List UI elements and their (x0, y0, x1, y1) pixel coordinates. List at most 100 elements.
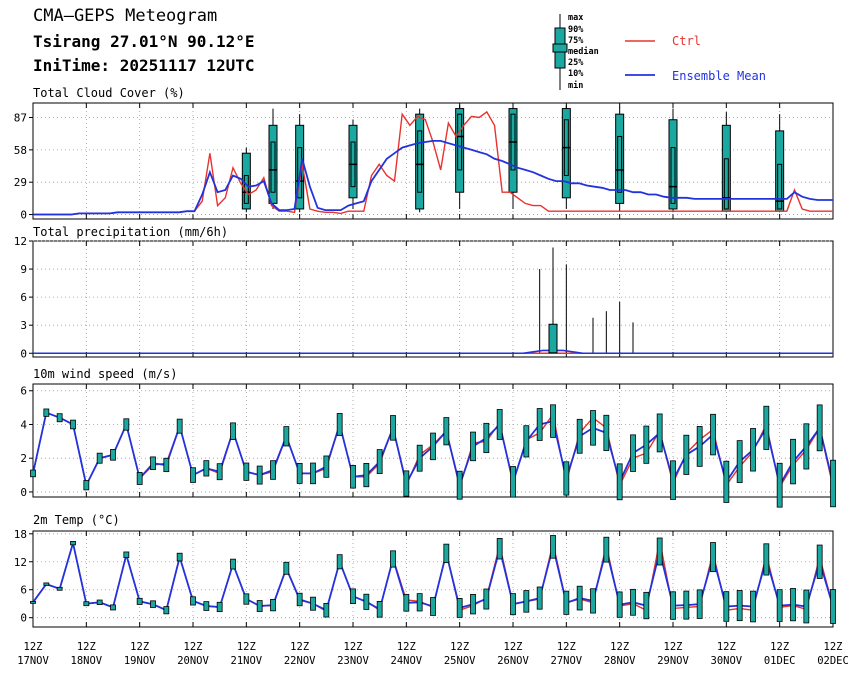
box-body (816, 544, 823, 579)
box-body (496, 538, 503, 560)
box-body (656, 537, 663, 566)
box-body (243, 593, 250, 605)
box-body (96, 599, 103, 605)
box-body (576, 418, 583, 454)
box-inner (777, 163, 783, 210)
box-body (83, 601, 90, 607)
box-body (776, 462, 783, 508)
box-body (750, 590, 756, 623)
x-tick-label: 25NOV (444, 655, 476, 667)
box-inner (270, 141, 276, 193)
box-body (536, 408, 543, 441)
box-body (216, 463, 223, 481)
box-body (750, 428, 756, 472)
box-body (510, 593, 516, 616)
box-body (510, 466, 516, 498)
box-body (336, 413, 343, 436)
box-body (403, 470, 410, 497)
x-tick-label: 12Z (557, 641, 576, 653)
box-body (656, 413, 663, 453)
box-body (323, 603, 330, 618)
box-body (136, 597, 143, 605)
box-body (483, 422, 490, 454)
box-body (630, 588, 636, 616)
box-body (43, 582, 50, 586)
y-tick-label: 12 (14, 556, 27, 569)
x-tick-label: 12Z (344, 641, 363, 653)
panel-title: 10m wind speed (m/s) (33, 367, 178, 381)
box-body (403, 593, 410, 612)
x-tick-label: 12Z (504, 641, 523, 653)
x-tick-label: 30NOV (711, 655, 743, 667)
x-tick-label: 12Z (717, 641, 736, 653)
box-body (550, 535, 556, 559)
box-body (270, 598, 276, 612)
box-inner (457, 113, 463, 171)
box-body (416, 593, 423, 612)
box-body (536, 586, 543, 610)
box-body (563, 590, 570, 615)
box-body (470, 431, 476, 462)
box-body (643, 591, 650, 620)
box-body (296, 592, 303, 607)
x-tick-label: 12Z (450, 641, 469, 653)
x-tick-label: 24NOV (391, 655, 423, 667)
box-body (550, 404, 556, 438)
legend-box-median (552, 43, 568, 53)
box-body (470, 594, 476, 615)
box-body (763, 543, 770, 576)
box-body (830, 589, 836, 624)
x-tick-label: 01DEC (764, 655, 796, 667)
y-tick-label: 18 (14, 528, 27, 541)
box-body (710, 542, 716, 573)
box-body (123, 418, 130, 431)
x-tick-label: 27NOV (551, 655, 583, 667)
box-body (323, 455, 330, 478)
box-body (336, 554, 343, 570)
box-body (763, 405, 770, 450)
x-tick-label: 12Z (610, 641, 629, 653)
legend-box-label: median (568, 46, 599, 57)
box-body (363, 593, 370, 610)
y-tick-label: 4 (20, 418, 27, 431)
box-body (670, 460, 676, 500)
y-tick-label: 6 (20, 584, 27, 597)
box-body (136, 472, 143, 485)
x-tick-label: 12Z (184, 641, 203, 653)
box-body (110, 604, 116, 611)
box-body (256, 465, 263, 485)
box-body (390, 415, 396, 441)
x-tick-label: 19NOV (124, 655, 156, 667)
box-body (296, 462, 303, 484)
box-body (696, 426, 703, 467)
box-body (243, 462, 250, 481)
y-tick-label: 0 (20, 612, 27, 625)
box-body (56, 413, 63, 423)
x-tick-label: 12Z (290, 641, 309, 653)
box-body (376, 601, 383, 618)
box-body (790, 588, 796, 622)
init-time-label: IniTime: 20251117 12UTC (33, 56, 255, 75)
box-body (150, 600, 156, 608)
box-body (590, 410, 596, 446)
box-body (736, 590, 743, 622)
box-body (830, 459, 836, 508)
box-body (616, 463, 623, 501)
x-tick-label: 21NOV (231, 655, 263, 667)
box-body (310, 462, 316, 485)
panel-frame (32, 383, 834, 498)
box-body (96, 452, 103, 464)
x-tick-label: 22NOV (284, 655, 316, 667)
location-label: Tsirang 27.01°N 90.12°E (33, 32, 255, 51)
box-body (683, 590, 690, 620)
box-body (710, 413, 716, 456)
box-body (123, 551, 130, 558)
legend-box-label: 10% (568, 69, 584, 79)
box-body (190, 467, 196, 483)
box-body (563, 461, 570, 496)
box-body (456, 598, 463, 618)
box-body (176, 552, 183, 562)
panel-title: Total Cloud Cover (%) (33, 86, 185, 100)
box-body (230, 558, 236, 570)
box-body (283, 426, 290, 447)
